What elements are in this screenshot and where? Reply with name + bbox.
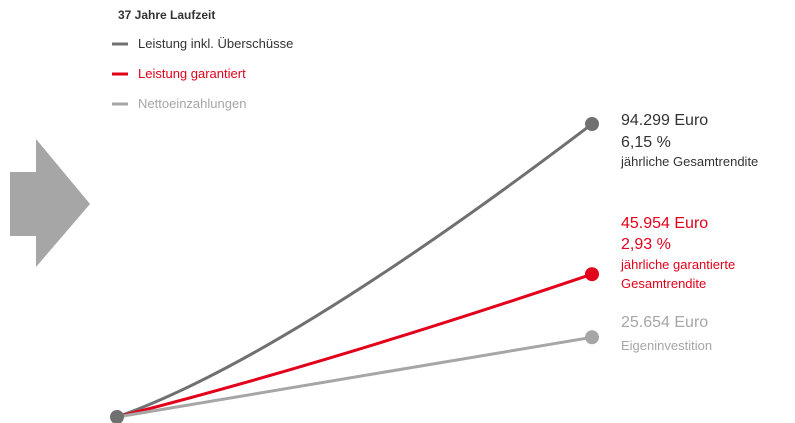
series-endpoint-1 [585,267,599,282]
series-0-desc-label: jährliche Gesamtrendite [620,154,758,169]
legend-label-series-1: Leistung garantiert [138,66,246,81]
series-1-amount-label: 45.954 Euro [621,215,708,232]
series-endpoint-0 [585,117,599,131]
series-line-0 [115,122,594,419]
series-1-desc-label-1: jährliche garantierte [620,257,735,272]
right-arrow-icon [10,139,90,267]
series-line-1 [115,272,594,419]
series-endpoint-2 [585,330,599,345]
legend: Leistung inkl. Überschüsse Leistung gara… [112,36,293,111]
series-0-amount-label: 94.299 Euro [621,112,708,129]
endpoint-layer [585,117,599,345]
origin-point [110,410,124,423]
legend-label-series-0: Leistung inkl. Überschüsse [138,36,293,51]
series-line-2 [115,335,594,419]
series-0-rate-label: 6,15 % [621,134,671,151]
chart-title: 37 Jahre Laufzeit [118,8,215,22]
series-2-amount-label: 25.654 Euro [621,314,708,331]
series-1-desc-label-2: Gesamtrendite [621,276,706,291]
series-layer [115,122,594,419]
legend-label-series-2: Nettoeinzahlungen [138,96,246,111]
end-annotations: 94.299 Euro 6,15 % jährliche Gesamtrendi… [620,112,758,353]
series-2-desc-label: Eigeninvestition [621,338,712,353]
series-1-rate-label: 2,93 % [621,236,671,253]
